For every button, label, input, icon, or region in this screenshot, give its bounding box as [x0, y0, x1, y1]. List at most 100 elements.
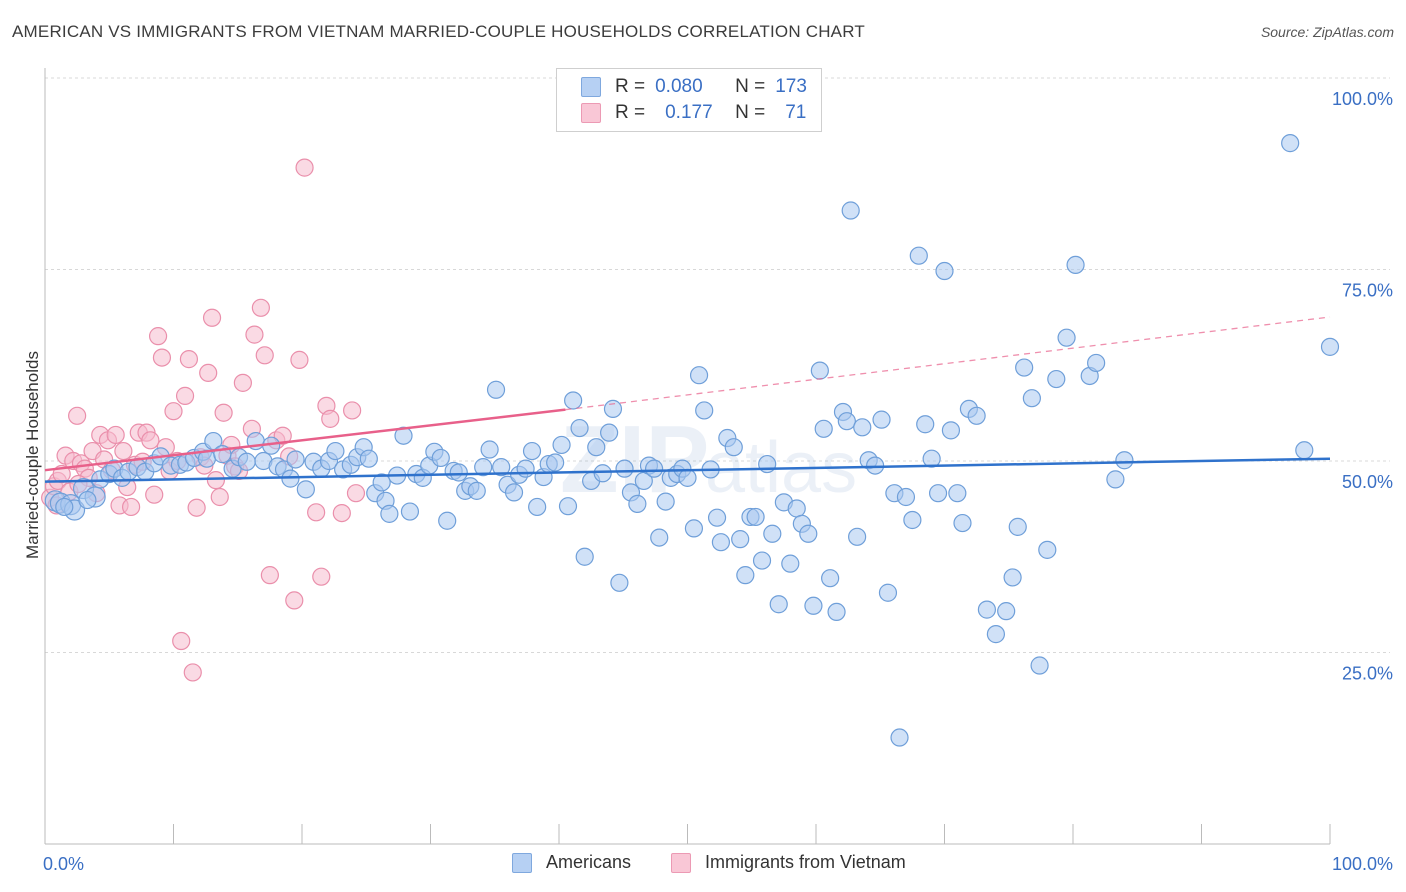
americans-point: [516, 459, 535, 478]
americans-point: [1022, 389, 1041, 408]
axes: [44, 68, 1331, 845]
americans-point: [986, 625, 1006, 644]
vietnam-point: [290, 350, 309, 369]
vietnam-point: [175, 386, 195, 405]
vietnam-points: [41, 158, 366, 682]
americans-point: [1015, 358, 1034, 377]
vietnam-point: [121, 497, 141, 517]
x-tick-label-min: 0.0%: [43, 854, 84, 874]
americans-point: [570, 418, 589, 438]
americans-point: [935, 261, 954, 281]
americans-point: [997, 602, 1016, 621]
r-label: R =: [615, 76, 646, 97]
vietnam-trend-extension: [565, 316, 1331, 411]
y-tick-label: 25.0%: [1342, 664, 1393, 684]
americans-point: [814, 419, 833, 438]
vietnam-point: [206, 471, 226, 490]
americans-point: [853, 418, 872, 437]
vietnam-point: [233, 373, 252, 392]
americans-trend-line: [44, 457, 1331, 483]
tick-labels: 25.0% 50.0% 75.0% 100.0% 0.0% 100.0%: [43, 89, 1393, 874]
vietnam-point: [321, 409, 340, 428]
americans-point: [1030, 656, 1049, 675]
americans-point: [872, 410, 891, 429]
legend-row-americans: R = 0.080 N = 173: [581, 75, 807, 99]
americans-point: [684, 519, 704, 538]
n-value: 173: [775, 76, 807, 97]
vietnam-point: [148, 327, 168, 346]
americans-point: [837, 412, 856, 431]
americans-point: [650, 528, 669, 547]
vietnam-point: [114, 441, 133, 461]
vietnam-point: [172, 631, 191, 651]
americans-point: [689, 366, 709, 385]
x-tick-label-max: 100.0%: [1332, 854, 1393, 874]
americans-point: [587, 438, 606, 457]
americans-point: [286, 450, 305, 469]
americans-point: [769, 595, 788, 614]
americans-point: [431, 448, 450, 468]
americans-point: [928, 484, 948, 503]
americans-point: [707, 508, 727, 527]
y-tick-label: 75.0%: [1342, 281, 1393, 301]
americans-point: [492, 458, 511, 477]
americans-point: [593, 464, 612, 483]
vietnam-point: [245, 325, 264, 344]
n-label: N =: [735, 102, 766, 123]
legend-label-vietnam: Immigrants from Vietnam: [705, 852, 906, 872]
americans-point: [1057, 328, 1076, 347]
americans-point: [841, 201, 860, 220]
americans-point: [1008, 517, 1027, 536]
americans-point: [953, 513, 972, 533]
americans-point: [615, 459, 634, 478]
americans-point: [724, 438, 743, 457]
americans-point: [564, 391, 583, 410]
americans-point: [977, 600, 997, 619]
legend-label-americans: Americans: [546, 852, 632, 872]
americans-point: [1106, 470, 1125, 489]
americans-point: [731, 530, 750, 549]
vietnam-point: [68, 406, 87, 425]
vietnam-point: [332, 503, 351, 523]
americans-point: [449, 463, 468, 482]
americans-point: [827, 602, 846, 622]
legend-row-vietnam: R = 0.177 N = 71: [581, 101, 806, 125]
americans-point: [763, 524, 782, 543]
americans-point: [55, 497, 74, 517]
americans-point: [504, 483, 524, 502]
americans-point: [474, 458, 493, 477]
vietnam-point: [145, 485, 164, 504]
americans-point: [948, 484, 967, 503]
americans-point: [380, 504, 399, 523]
americans-point: [644, 459, 664, 478]
vietnam-point: [141, 431, 160, 450]
americans-point: [736, 566, 755, 585]
vietnam-point: [164, 402, 183, 421]
americans-point: [903, 510, 922, 530]
americans-point: [603, 399, 623, 419]
americans-point: [467, 481, 486, 500]
americans-point: [695, 401, 714, 420]
americans-point: [546, 453, 565, 472]
vietnam-point: [152, 348, 172, 367]
vietnam-point: [312, 567, 331, 586]
americans-point: [1087, 353, 1106, 373]
americans-point: [922, 449, 941, 468]
vietnam-point: [346, 484, 366, 503]
americans-point: [1115, 451, 1134, 470]
americans-point: [610, 573, 629, 592]
trend-lines: [44, 316, 1331, 483]
americans-point: [400, 502, 420, 521]
vietnam-point: [202, 308, 222, 327]
americans-point: [359, 449, 378, 468]
y-tick-label: 50.0%: [1342, 472, 1393, 492]
americans-point: [941, 421, 961, 440]
r-value: 0.080: [655, 76, 703, 97]
gridlines: [45, 77, 1390, 653]
americans-point: [1038, 540, 1057, 559]
vietnam-point: [183, 663, 202, 682]
stats-legend: R = 0.080 N = 173 R = 0.177 N = 71: [556, 68, 822, 132]
blue-swatch: [581, 77, 601, 97]
americans-point: [628, 494, 647, 513]
americans-point: [326, 441, 345, 461]
